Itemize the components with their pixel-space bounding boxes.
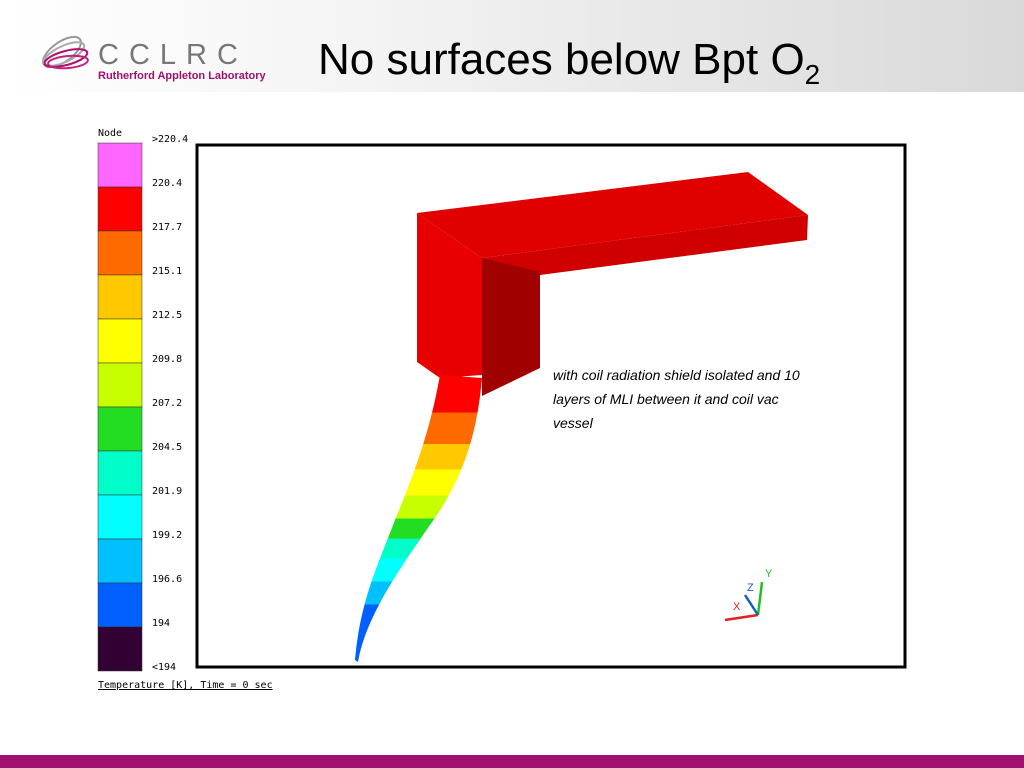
legend: >220.4 220.4 217.7 215.1 212.5 209.8 207.2 204.… [97,134,188,673]
legend-label: <194 [152,662,176,673]
title-subscript: 2 [805,59,821,90]
annotation: with coil radiation shield isolated and … [553,367,804,431]
slide-title: No surfaces below Bpt O2 [318,35,820,90]
legend-label: 201.9 [152,486,182,497]
legend-swatch [97,582,143,628]
legend-label: 220.4 [152,178,182,189]
legend-swatch [97,142,143,188]
triad-x: X [733,601,741,613]
footer-bar [0,755,1024,768]
legend-swatch [97,494,143,540]
caption: Temperature [K], Time = 0 sec [98,680,273,691]
legend-swatch [97,450,143,496]
legend-swatch [97,406,143,452]
legend-label: 196.6 [152,574,182,585]
legend-label: 215.1 [152,266,182,277]
annotation-line: with coil radiation shield isolated and … [553,367,800,383]
legend-label: 207.2 [152,398,182,409]
annotation-line: layers of MLI between it and coil vac [553,391,779,407]
annotation-line: vessel [553,415,594,431]
legend-label: 209.8 [152,354,182,365]
legend-swatch [97,230,143,276]
triad-y: Y [765,568,773,580]
legend-label: 194 [152,618,170,629]
legend-swatch [97,186,143,232]
model [355,172,808,662]
legend-swatch [97,538,143,584]
logo-text: CCLRC [98,39,248,71]
lab-name: Rutherford Appleton Laboratory [98,70,267,82]
legend-label: 199.2 [152,530,182,541]
title-main: No surfaces below Bpt O [318,35,805,84]
legend-label: >220.4 [152,134,188,145]
axis-triad: X Y Z [724,568,773,622]
logo-swirl [42,35,89,70]
legend-title: Node [98,128,122,139]
triad-z: Z [747,582,754,594]
legend-label: 212.5 [152,310,182,321]
legend-swatch [97,626,143,672]
legend-swatch [97,318,143,364]
legend-label: 217.7 [152,222,182,233]
legend-swatch [97,274,143,320]
legend-swatch [97,362,143,408]
header-band [0,0,1024,92]
legend-label: 204.5 [152,442,182,453]
